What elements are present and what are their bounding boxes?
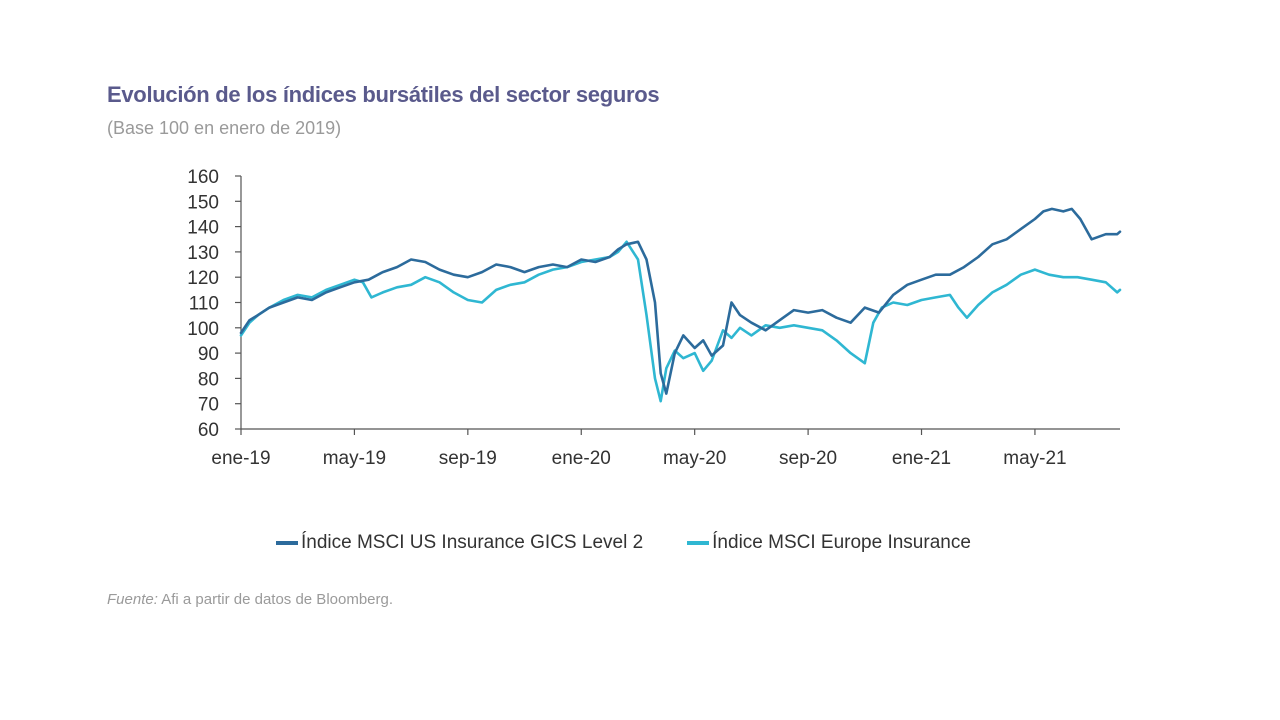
series-line-us	[239, 207, 1122, 395]
source-label: Fuente:	[107, 591, 158, 608]
x-tick-label: sep-20	[779, 448, 837, 469]
x-tick-label: ene-21	[892, 448, 951, 469]
legend-swatch-us	[276, 541, 298, 545]
x-tick-label: sep-19	[439, 448, 497, 469]
x-tick-label: may-21	[1003, 448, 1066, 469]
chart-subtitle: (Base 100 en enero de 2019)	[107, 118, 342, 138]
y-tick-label: 70	[198, 395, 219, 416]
y-tick-label: 110	[189, 294, 219, 315]
y-tick-label: 90	[198, 344, 219, 365]
legend-swatch-europe	[687, 541, 710, 545]
y-axis: 60 70 80 90 100 110 120 130 140 150 160	[187, 167, 242, 441]
legend-label-us: Índice MSCI US Insurance GICS Level 2	[301, 532, 644, 553]
y-tick-label: 140	[187, 218, 219, 239]
x-axis: ene-19 may-19 sep-19 ene-20 may-20 sep-20 ene-…	[211, 428, 1120, 469]
y-tick-label: 80	[198, 369, 219, 390]
line-chart: 60 70 80 90 100 110 120 130 140 150 160 ene-19 may-…	[187, 167, 1122, 469]
y-tick-label: 120	[187, 268, 219, 289]
source-text: Afi a partir de datos de Bloomberg.	[161, 591, 394, 608]
chart-title: Evolución de los índices bursátiles del …	[107, 82, 660, 107]
x-tick-label: may-20	[663, 448, 726, 469]
legend-item-us: Índice MSCI US Insurance GICS Level 2	[276, 532, 643, 554]
y-tick-label: 130	[187, 243, 219, 264]
legend-label-europe: Índice MSCI Europe Insurance	[712, 532, 971, 553]
y-tick-label: 100	[187, 319, 219, 340]
x-tick-label: may-19	[323, 448, 386, 469]
y-tick-label: 160	[187, 167, 219, 188]
y-tick-label: 60	[198, 420, 219, 441]
source-note: Fuente: Afi a partir de datos de Bloombe…	[107, 591, 393, 608]
series-layer	[239, 207, 1122, 403]
chart-legend: Índice MSCI US Insurance GICS Level 2 Ín…	[276, 532, 1015, 554]
x-tick-label: ene-20	[552, 448, 611, 469]
x-tick-label: ene-19	[211, 448, 270, 469]
y-tick-label: 150	[187, 192, 219, 213]
series-line-europe	[239, 240, 1122, 403]
legend-item-europe: Índice MSCI Europe Insurance	[687, 532, 971, 554]
